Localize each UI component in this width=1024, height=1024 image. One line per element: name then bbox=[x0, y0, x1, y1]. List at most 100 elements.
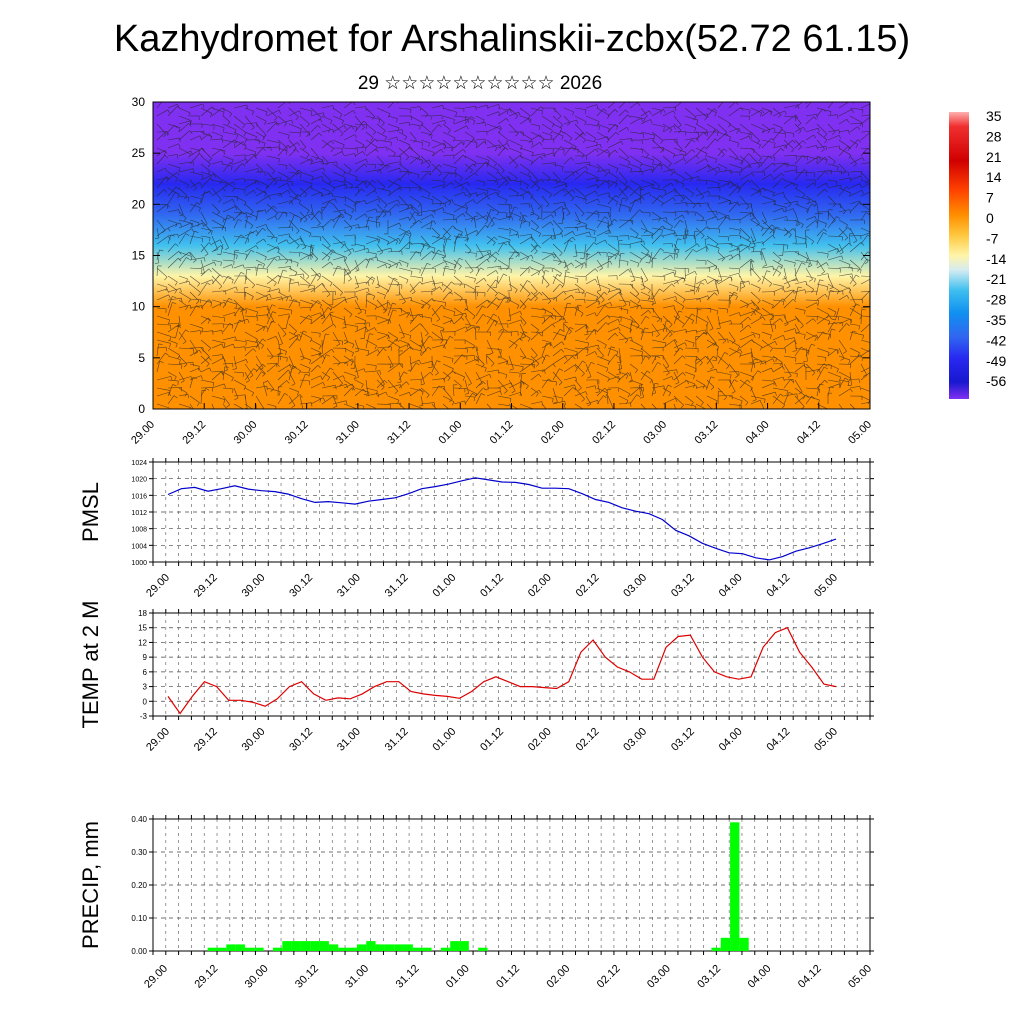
wind-barb bbox=[541, 162, 556, 165]
wind-barb-flag bbox=[417, 174, 420, 179]
wind-barb bbox=[398, 216, 409, 221]
wind-barb bbox=[783, 104, 799, 109]
wind-barb-flag bbox=[377, 239, 380, 244]
wind-barb bbox=[244, 216, 249, 229]
wind-barb bbox=[420, 159, 430, 165]
wind-barb bbox=[420, 187, 431, 194]
wind-barb bbox=[827, 179, 837, 182]
wind-barb bbox=[585, 190, 596, 197]
wind-barb-flag bbox=[462, 154, 467, 159]
wind-barb bbox=[849, 139, 858, 145]
wind-barb-flag bbox=[388, 113, 391, 118]
wind-barb-flag bbox=[483, 182, 486, 187]
wind-barb-flag bbox=[860, 242, 865, 246]
wind-barb bbox=[805, 156, 819, 165]
wind-barb-flag bbox=[824, 156, 828, 161]
wind-barb bbox=[783, 182, 793, 189]
wind-barb bbox=[343, 195, 356, 204]
wind-barb-flag bbox=[704, 146, 708, 150]
wind-barb-flag bbox=[262, 264, 265, 268]
wind-barb bbox=[585, 198, 599, 205]
wind-barb-flag bbox=[341, 214, 345, 218]
wind-barb-flag bbox=[553, 152, 556, 157]
wind-barb bbox=[409, 171, 420, 176]
wind-barb bbox=[354, 151, 364, 157]
wind-barb bbox=[233, 195, 247, 202]
wind-barb bbox=[816, 182, 827, 189]
wind-barb-flag bbox=[341, 244, 345, 249]
wind-barb-flag bbox=[757, 190, 761, 194]
wind-barb-flag bbox=[250, 249, 255, 253]
wind-barb bbox=[607, 163, 619, 169]
wind-barb bbox=[805, 171, 815, 174]
wind-barb-flag bbox=[208, 190, 212, 195]
wind-barb bbox=[827, 102, 834, 109]
wind-barb bbox=[739, 172, 753, 181]
wind-barb-flag bbox=[815, 200, 817, 205]
wind-barb-flag bbox=[802, 155, 806, 159]
wind-barb bbox=[266, 155, 280, 160]
wind-barb bbox=[684, 234, 695, 237]
wind-barb-flag bbox=[494, 236, 498, 241]
wind-barb bbox=[255, 179, 268, 186]
wind-barb bbox=[486, 251, 497, 261]
wind-barb bbox=[156, 219, 166, 231]
wind-barb-flag bbox=[585, 225, 587, 230]
wind-barb bbox=[211, 187, 224, 197]
wind-barb bbox=[827, 235, 843, 237]
wind-barb bbox=[717, 195, 731, 202]
wind-barb bbox=[167, 154, 178, 157]
wind-barb bbox=[673, 202, 687, 205]
wind-barb-flag bbox=[651, 168, 653, 173]
wind-barb bbox=[541, 123, 553, 131]
wind-barb bbox=[255, 139, 266, 144]
wind-barb bbox=[200, 178, 211, 189]
wind-barb bbox=[211, 203, 220, 213]
wind-barb bbox=[244, 131, 257, 137]
wind-barb bbox=[156, 168, 166, 173]
wind-barb bbox=[442, 163, 457, 169]
wind-barb bbox=[200, 155, 211, 165]
wind-barb bbox=[530, 153, 545, 157]
wind-barb bbox=[233, 123, 247, 133]
wind-barb bbox=[860, 251, 869, 262]
wind-barb bbox=[310, 155, 323, 161]
wind-barb bbox=[794, 102, 803, 109]
wind-barb bbox=[816, 251, 829, 254]
wind-barb-flag bbox=[650, 119, 653, 124]
wind-barb-flag bbox=[539, 142, 543, 146]
wind-barb bbox=[354, 259, 360, 271]
wind-barb bbox=[453, 179, 464, 188]
wind-barb-flag bbox=[189, 130, 193, 134]
wind-barb bbox=[156, 227, 160, 238]
wind-barb-flag bbox=[242, 124, 246, 129]
wind-barb bbox=[585, 123, 600, 127]
wind-barb bbox=[277, 211, 284, 221]
wind-barb-flag bbox=[771, 224, 776, 228]
wind-barb bbox=[684, 107, 697, 118]
wind-barb bbox=[431, 149, 442, 157]
wind-barb-flag bbox=[390, 142, 392, 147]
wind-barb bbox=[409, 147, 421, 157]
wind-barb-flag bbox=[418, 187, 421, 191]
wind-barb-flag bbox=[199, 153, 203, 157]
wind-barb-flag bbox=[211, 106, 215, 110]
wind-barb bbox=[431, 119, 445, 125]
wind-barb-flag bbox=[507, 110, 509, 115]
wind-barb-flag bbox=[504, 147, 509, 151]
wind-barb-flag bbox=[234, 139, 238, 144]
wind-barb-flag bbox=[661, 229, 663, 234]
wind-barb bbox=[255, 251, 267, 258]
wind-barb bbox=[497, 131, 509, 141]
wind-barb-flag bbox=[694, 230, 699, 232]
wind-barb bbox=[332, 139, 345, 146]
wind-barb bbox=[673, 179, 685, 185]
wind-barb bbox=[453, 235, 468, 239]
wind-barb bbox=[211, 123, 225, 129]
wind-barb bbox=[783, 227, 792, 235]
wind-barb-flag bbox=[509, 230, 511, 235]
wind-barb bbox=[332, 171, 346, 179]
wind-barb-flag bbox=[769, 230, 773, 234]
wind-barb bbox=[541, 235, 554, 245]
wind-barb bbox=[761, 235, 773, 245]
